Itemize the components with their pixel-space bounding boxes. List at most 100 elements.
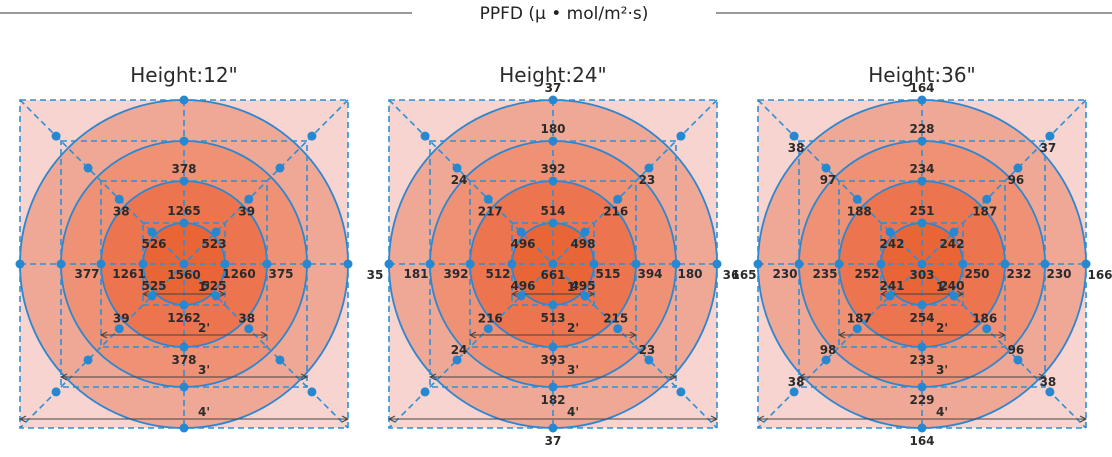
measure-point bbox=[1081, 259, 1091, 269]
ppfd-value: 217 bbox=[478, 204, 503, 218]
ppfd-value: 1260 bbox=[222, 267, 255, 281]
distance-arrowhead-right bbox=[669, 373, 678, 381]
ppfd-value: 38 bbox=[238, 312, 255, 326]
ppfd-value: 38 bbox=[788, 141, 805, 155]
ppfd-value: 37 bbox=[1040, 141, 1057, 155]
measure-point bbox=[1013, 355, 1023, 365]
ppfd-value: 164 bbox=[909, 434, 934, 448]
measure-point bbox=[483, 194, 493, 204]
measure-point bbox=[548, 218, 558, 228]
measure-point bbox=[613, 194, 623, 204]
measure-point bbox=[307, 387, 317, 397]
measure-point-center bbox=[917, 259, 927, 269]
measure-point bbox=[982, 194, 992, 204]
measure-point bbox=[852, 194, 862, 204]
measure-point bbox=[262, 259, 272, 269]
ppfd-value: 250 bbox=[964, 267, 989, 281]
ppfd-value: 241 bbox=[879, 279, 904, 293]
ppfd-value: 378 bbox=[171, 162, 196, 176]
measure-point bbox=[516, 291, 526, 301]
ppfd-value: 216 bbox=[478, 312, 503, 326]
distance-label: 4' bbox=[567, 405, 579, 419]
distance-arrowhead-right bbox=[587, 290, 596, 298]
panels: Height:12" 4' 3' 2' 1' 378 39 375 38 378 39 377 38 12… bbox=[15, 63, 1112, 448]
distance-arrowhead-right bbox=[629, 331, 638, 339]
measure-point bbox=[425, 259, 435, 269]
ppfd-value: 515 bbox=[595, 267, 620, 281]
ppfd-value: 216 bbox=[603, 204, 628, 218]
ppfd-value: 1261 bbox=[112, 267, 145, 281]
ppfd-value: 38 bbox=[113, 204, 130, 218]
ppfd-panel-3: Height:36" 4' 3' 2' 1' 164 37 166 38 164 38 165 38 22… bbox=[731, 63, 1112, 448]
measure-point bbox=[644, 163, 654, 173]
ppfd-value-center: 303 bbox=[909, 268, 934, 282]
measure-point bbox=[275, 355, 285, 365]
ppfd-value: 252 bbox=[854, 267, 879, 281]
measure-point bbox=[420, 131, 430, 141]
ppfd-value: 251 bbox=[909, 204, 934, 218]
measure-point bbox=[1000, 259, 1010, 269]
measure-point bbox=[885, 227, 895, 237]
distance-arrowhead-left bbox=[141, 290, 150, 298]
ppfd-value: 37 bbox=[545, 434, 562, 448]
ppfd-value: 188 bbox=[847, 204, 872, 218]
distance-label: 3' bbox=[936, 363, 948, 377]
ppfd-value: 187 bbox=[972, 204, 997, 218]
distance-label: 4' bbox=[936, 405, 948, 419]
measure-point bbox=[834, 259, 844, 269]
ppfd-value: 233 bbox=[909, 353, 934, 367]
measure-point bbox=[917, 136, 927, 146]
ppfd-value: 38 bbox=[788, 375, 805, 389]
measure-point-center bbox=[179, 259, 189, 269]
measure-point bbox=[384, 259, 394, 269]
ppfd-value: 377 bbox=[74, 267, 99, 281]
measure-point bbox=[852, 324, 862, 334]
ppfd-value: 1262 bbox=[167, 311, 200, 325]
figure-title: PPFD (μ • mol/m²·s) bbox=[480, 4, 649, 24]
measure-point bbox=[789, 131, 799, 141]
ppfd-value: 242 bbox=[939, 237, 964, 251]
distance-arrowhead-right bbox=[1079, 415, 1088, 423]
measure-point bbox=[982, 324, 992, 334]
distance-arrowhead-right bbox=[956, 290, 965, 298]
ppfd-value: 234 bbox=[909, 162, 934, 176]
ppfd-value: 513 bbox=[540, 311, 565, 325]
ppfd-value: 232 bbox=[1006, 267, 1031, 281]
distance-arrowhead-right bbox=[710, 415, 719, 423]
distance-label: 1' bbox=[198, 280, 210, 294]
ppfd-value: 514 bbox=[540, 204, 565, 218]
measure-point bbox=[613, 324, 623, 334]
measure-point bbox=[507, 259, 517, 269]
measure-point bbox=[580, 227, 590, 237]
measure-point bbox=[821, 163, 831, 173]
ppfd-value-center: 661 bbox=[540, 268, 565, 282]
measure-point bbox=[548, 300, 558, 310]
panel-title: Height:24" bbox=[499, 63, 607, 87]
measure-point bbox=[1040, 259, 1050, 269]
ppfd-value: 496 bbox=[510, 279, 535, 293]
distance-label: 2' bbox=[936, 321, 948, 335]
ppfd-value: 23 bbox=[639, 343, 656, 357]
measure-point bbox=[1045, 131, 1055, 141]
measure-point bbox=[644, 355, 654, 365]
measure-point bbox=[949, 227, 959, 237]
measure-point bbox=[179, 95, 189, 105]
measure-point bbox=[548, 382, 558, 392]
measure-point bbox=[794, 259, 804, 269]
measure-point bbox=[51, 131, 61, 141]
measure-point bbox=[179, 218, 189, 228]
ppfd-value: 526 bbox=[141, 237, 166, 251]
ppfd-value: 230 bbox=[772, 267, 797, 281]
measure-point bbox=[179, 136, 189, 146]
measure-point bbox=[51, 387, 61, 397]
ppfd-value: 24 bbox=[451, 173, 468, 187]
distance-arrowhead-right bbox=[218, 290, 227, 298]
ppfd-value: 215 bbox=[603, 312, 628, 326]
ppfd-value: 165 bbox=[731, 268, 756, 282]
ppfd-value: 525 bbox=[201, 279, 226, 293]
ppfd-value: 495 bbox=[570, 279, 595, 293]
measure-point bbox=[789, 387, 799, 397]
measure-point-center bbox=[548, 259, 558, 269]
measure-point bbox=[949, 291, 959, 301]
